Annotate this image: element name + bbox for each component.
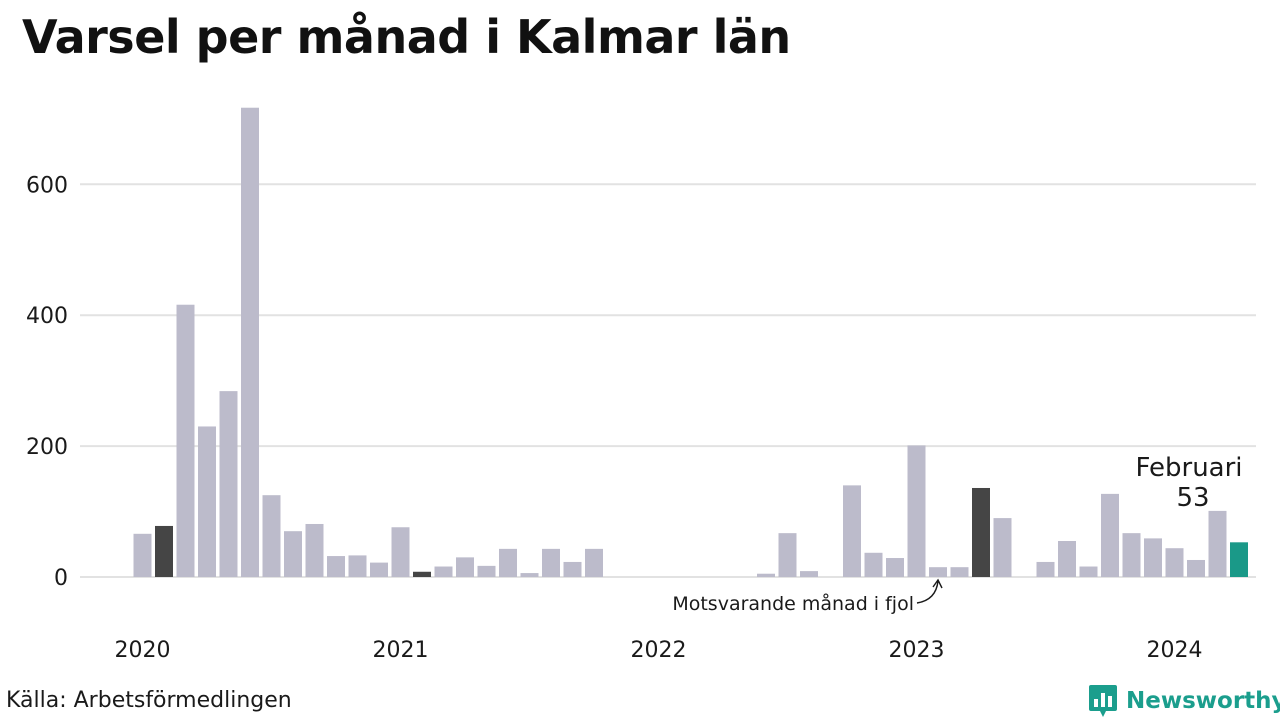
previous-year-arrow <box>916 580 939 604</box>
bar-2021-04 <box>456 557 474 577</box>
bar-2020-01 <box>133 533 152 577</box>
chart-logo-icon <box>1089 685 1117 717</box>
source-note: Källa: Arbetsförmedlingen <box>6 688 292 713</box>
bar-2020-06 <box>241 107 259 577</box>
bars <box>133 107 1248 577</box>
bar-2024-01 <box>1165 548 1184 577</box>
bar-2024-02 <box>1187 559 1205 577</box>
y-tick-label: 0 <box>54 566 68 591</box>
bar-2022-06 <box>757 573 775 577</box>
bar-2023-05 <box>993 518 1012 577</box>
bar-2022-12 <box>886 558 904 577</box>
x-tick-label: 2023 <box>889 638 945 663</box>
previous-year-label: Motsvarande månad i fjol <box>672 592 914 615</box>
bar-2023-04 <box>972 487 990 577</box>
bar-2021-06 <box>499 548 517 577</box>
bar-2023-09 <box>1079 566 1098 577</box>
bar-2021-05 <box>477 565 496 577</box>
bar-2022-11 <box>864 552 883 577</box>
y-tick-label: 200 <box>26 435 68 460</box>
bar-2023-03 <box>950 567 969 577</box>
bar-2022-08 <box>800 571 818 577</box>
bar-2022-07 <box>778 533 797 577</box>
annotations: Februari 53 Motsvarande månad i fjol <box>672 453 1242 615</box>
x-tick-label: 2020 <box>115 638 171 663</box>
bar-2023-10 <box>1101 493 1119 577</box>
bar-2020-09 <box>305 523 324 577</box>
current-month-label: Februari <box>1135 453 1242 483</box>
bar-2021-03 <box>434 566 453 577</box>
y-axis-ticks: 0 200 400 600 <box>26 173 68 591</box>
y-tick-label: 400 <box>26 304 68 329</box>
bar-2020-08 <box>284 531 302 577</box>
chart-title: Varsel per månad i Kalmar län <box>22 10 791 64</box>
previous-year-arrowhead <box>932 578 943 589</box>
bar-2023-12 <box>1144 538 1162 577</box>
bar-2021-09 <box>563 561 582 577</box>
x-tick-label: 2024 <box>1147 638 1203 663</box>
bar-2020-04 <box>198 426 216 577</box>
bar-2021-07 <box>520 573 539 577</box>
bar-undefined <box>1230 542 1248 577</box>
bar-2020-02 <box>155 525 173 577</box>
bar-undefined <box>1208 510 1227 577</box>
x-tick-label: 2022 <box>631 638 687 663</box>
bar-2021-01 <box>391 527 410 577</box>
bar-2020-12 <box>370 562 388 577</box>
bar-2021-08 <box>542 548 560 577</box>
bar-2020-07 <box>262 495 281 577</box>
bar-2023-08 <box>1058 541 1076 577</box>
current-month-value: 53 <box>1176 483 1209 513</box>
bar-2020-11 <box>348 555 367 577</box>
bar-2020-05 <box>219 391 238 577</box>
x-axis-ticks: 2020 2021 2022 2023 2024 <box>115 638 1203 663</box>
bar-2020-10 <box>327 556 345 577</box>
brand-name: Newsworthy <box>1126 688 1280 714</box>
bar-2021-10 <box>585 548 603 577</box>
x-tick-label: 2021 <box>373 638 429 663</box>
bar-2023-01 <box>907 445 926 577</box>
bar-2022-10 <box>843 485 861 577</box>
bar-2023-11 <box>1122 533 1141 577</box>
bar-2023-02 <box>929 567 947 577</box>
bar-2020-03 <box>176 304 195 577</box>
bar-2023-07 <box>1036 561 1055 577</box>
y-tick-label: 600 <box>26 173 68 198</box>
newsworthy-logo: Newsworthy <box>1088 684 1280 718</box>
bar-2021-02 <box>413 571 431 577</box>
